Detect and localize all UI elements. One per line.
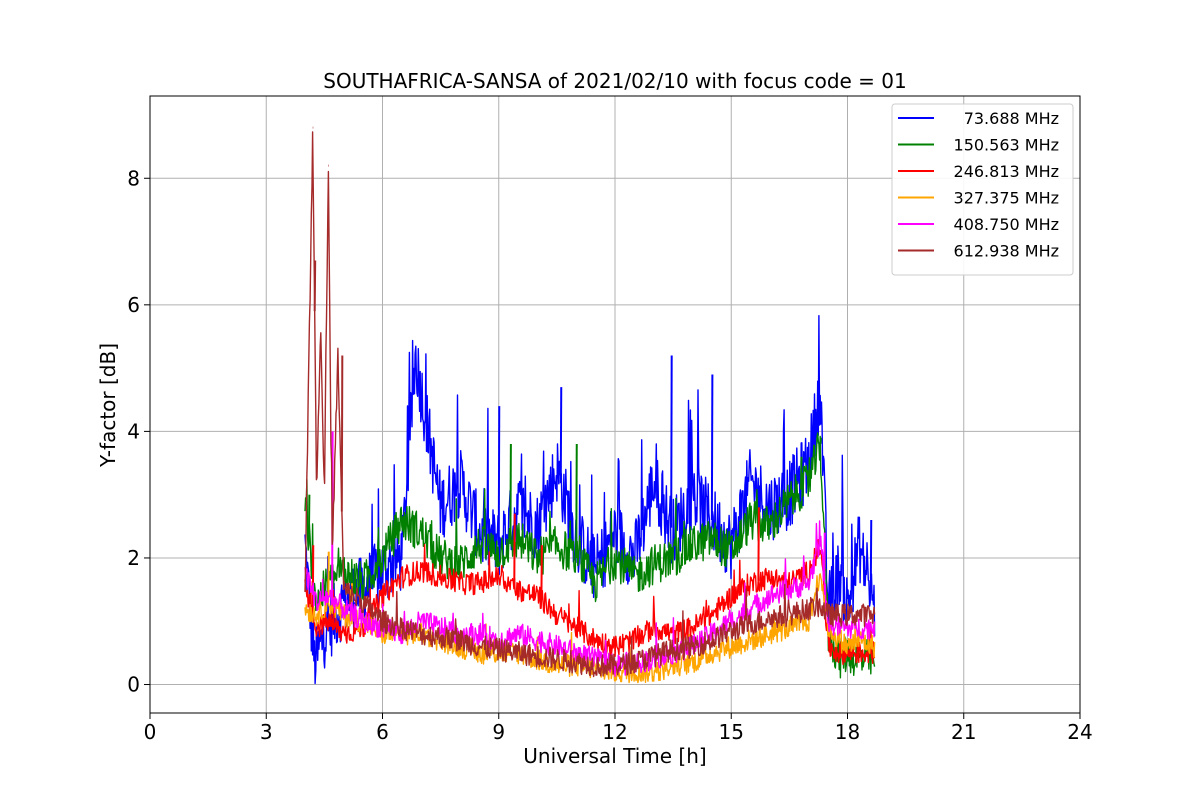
series-peak-0 bbox=[710, 374, 714, 520]
x-tick-label: 0 bbox=[144, 720, 157, 744]
series-peak-0 bbox=[497, 406, 501, 546]
legend-label: 612.938 MHz bbox=[954, 242, 1059, 261]
legend: 73.688 MHz 150.563 MHz 246.813 MHz 327.375 … bbox=[891, 103, 1074, 276]
chart-title: SOUTHAFRICA-SANSA of 2021/02/10 with foc… bbox=[323, 69, 907, 93]
y-tick-label: 8 bbox=[127, 166, 140, 190]
series-peak-2 bbox=[513, 513, 516, 588]
series-peak-5 bbox=[340, 355, 344, 512]
series-line-1 bbox=[304, 432, 876, 679]
series-peak-2 bbox=[311, 545, 315, 615]
legend-label: 327.375 MHz bbox=[954, 189, 1059, 208]
series-peak-1 bbox=[509, 444, 512, 545]
y-tick-label: 6 bbox=[127, 293, 140, 317]
y-axis-label: Y-factor [dB] bbox=[96, 343, 120, 468]
series-peak-0 bbox=[869, 519, 873, 593]
series-peak-2 bbox=[757, 507, 760, 581]
series-peak-1 bbox=[575, 444, 578, 558]
x-tick-label: 12 bbox=[602, 720, 627, 744]
legend-box bbox=[891, 103, 1074, 276]
y-tick-label: 0 bbox=[127, 673, 140, 697]
series-peak-0 bbox=[670, 355, 673, 528]
x-tick-label: 9 bbox=[492, 720, 505, 744]
series-peak-0 bbox=[559, 387, 563, 484]
x-tick-label: 21 bbox=[951, 720, 976, 744]
series-peak-1 bbox=[819, 437, 822, 445]
x-tick-label: 15 bbox=[719, 720, 744, 744]
x-tick-label: 6 bbox=[376, 720, 389, 744]
series-peak-2 bbox=[540, 545, 543, 600]
legend-label: 408.750 MHz bbox=[954, 215, 1059, 234]
legend-label: 246.813 MHz bbox=[954, 162, 1059, 181]
series-layer bbox=[304, 126, 876, 685]
x-tick-label: 18 bbox=[835, 720, 860, 744]
y-tick-label: 4 bbox=[127, 419, 140, 443]
series-peak-1 bbox=[800, 456, 803, 490]
series-line-2 bbox=[304, 539, 876, 665]
legend-label: 73.688 MHz bbox=[964, 109, 1059, 128]
series-peak-0 bbox=[817, 387, 820, 400]
series-peak-1 bbox=[307, 494, 311, 539]
series-peak-5 bbox=[313, 260, 317, 312]
series-peak-3 bbox=[327, 551, 330, 603]
x-tick-label: 3 bbox=[260, 720, 273, 744]
x-tick-label: 24 bbox=[1067, 720, 1092, 744]
legend-label: 150.563 MHz bbox=[954, 136, 1059, 155]
x-axis-label: Universal Time [h] bbox=[523, 744, 706, 768]
series-peak-4 bbox=[823, 532, 826, 581]
series-line-5 bbox=[304, 131, 876, 678]
y-tick-label: 2 bbox=[127, 546, 140, 570]
